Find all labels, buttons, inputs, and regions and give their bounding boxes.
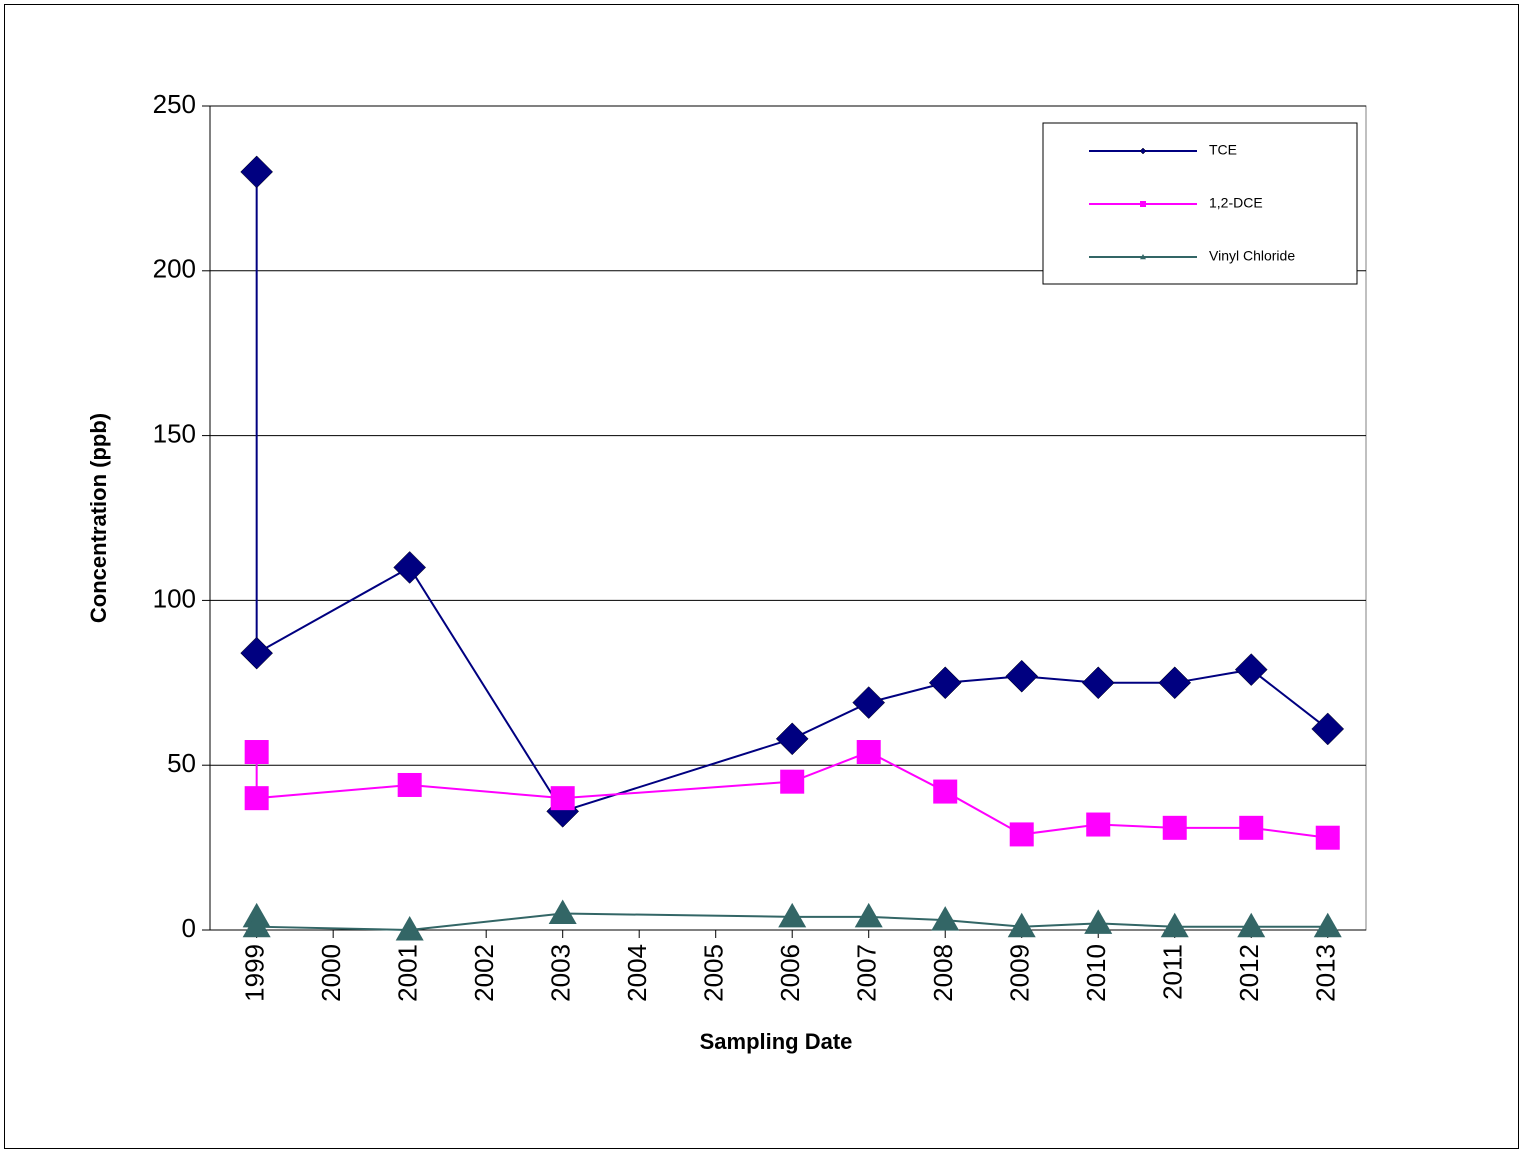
legend-label: 1,2-DCE: [1209, 195, 1263, 211]
x-tick-label: 2004: [622, 944, 652, 1002]
y-tick-label: 50: [167, 748, 196, 778]
marker: [1005, 659, 1039, 693]
series-line: [255, 750, 1328, 839]
marker: [1315, 825, 1340, 850]
y-tick-label: 150: [153, 418, 196, 448]
marker: [933, 779, 958, 804]
marker: [1009, 822, 1034, 847]
marker: [240, 636, 274, 670]
x-tick-label: 2006: [775, 944, 805, 1002]
marker: [1086, 812, 1111, 837]
x-tick-label: 2012: [1234, 944, 1264, 1002]
x-tick-label: 2002: [469, 944, 499, 1002]
marker: [395, 916, 424, 941]
x-tick-label: 2005: [699, 944, 729, 1002]
marker: [240, 155, 274, 189]
marker: [244, 740, 269, 765]
y-tick-label: 100: [153, 583, 196, 613]
marker: [856, 740, 881, 765]
marker: [1081, 666, 1115, 700]
marker: [1084, 909, 1113, 934]
x-tick-label: 2010: [1081, 944, 1111, 1002]
marker: [393, 551, 427, 584]
marker: [242, 912, 271, 938]
x-tick-label: 2007: [852, 944, 882, 1002]
marker: [775, 722, 809, 756]
y-tick-label: 0: [182, 913, 196, 943]
marker: [1007, 912, 1036, 938]
marker: [1234, 653, 1268, 686]
legend-label: Vinyl Chloride: [1209, 248, 1295, 264]
marker: [931, 906, 960, 931]
marker: [1160, 912, 1189, 938]
x-tick-label: 2000: [316, 944, 346, 1002]
y-axis-title: Concentration (ppb): [86, 413, 111, 623]
x-tick-label: 2008: [928, 944, 958, 1002]
x-tick-label: 2011: [1158, 944, 1188, 1000]
series-line: [255, 912, 1328, 932]
y-tick-label: 200: [153, 254, 196, 284]
marker: [550, 786, 575, 811]
marker: [928, 666, 962, 700]
legend-label: TCE: [1209, 142, 1237, 158]
marker: [548, 899, 577, 925]
x-tick-label: 2009: [1005, 944, 1035, 1002]
marker: [244, 786, 269, 811]
x-tick-label: 2013: [1311, 944, 1341, 1002]
marker: [778, 902, 807, 928]
marker: [1139, 147, 1147, 155]
marker: [1158, 666, 1192, 700]
marker: [854, 902, 883, 928]
marker: [852, 686, 886, 719]
marker: [780, 769, 805, 794]
marker: [1140, 254, 1146, 260]
x-axis-title: Sampling Date: [700, 1029, 853, 1054]
marker: [1140, 201, 1146, 207]
x-tick-label: 1999: [240, 944, 270, 1002]
y-tick-label: 250: [153, 89, 196, 119]
marker: [1239, 815, 1264, 840]
x-tick-label: 2001: [393, 944, 423, 1002]
marker: [1237, 912, 1266, 938]
x-tick-label: 2003: [546, 944, 576, 1002]
marker: [1313, 912, 1342, 938]
marker: [1162, 815, 1187, 840]
marker: [397, 772, 422, 797]
marker: [1311, 712, 1345, 746]
